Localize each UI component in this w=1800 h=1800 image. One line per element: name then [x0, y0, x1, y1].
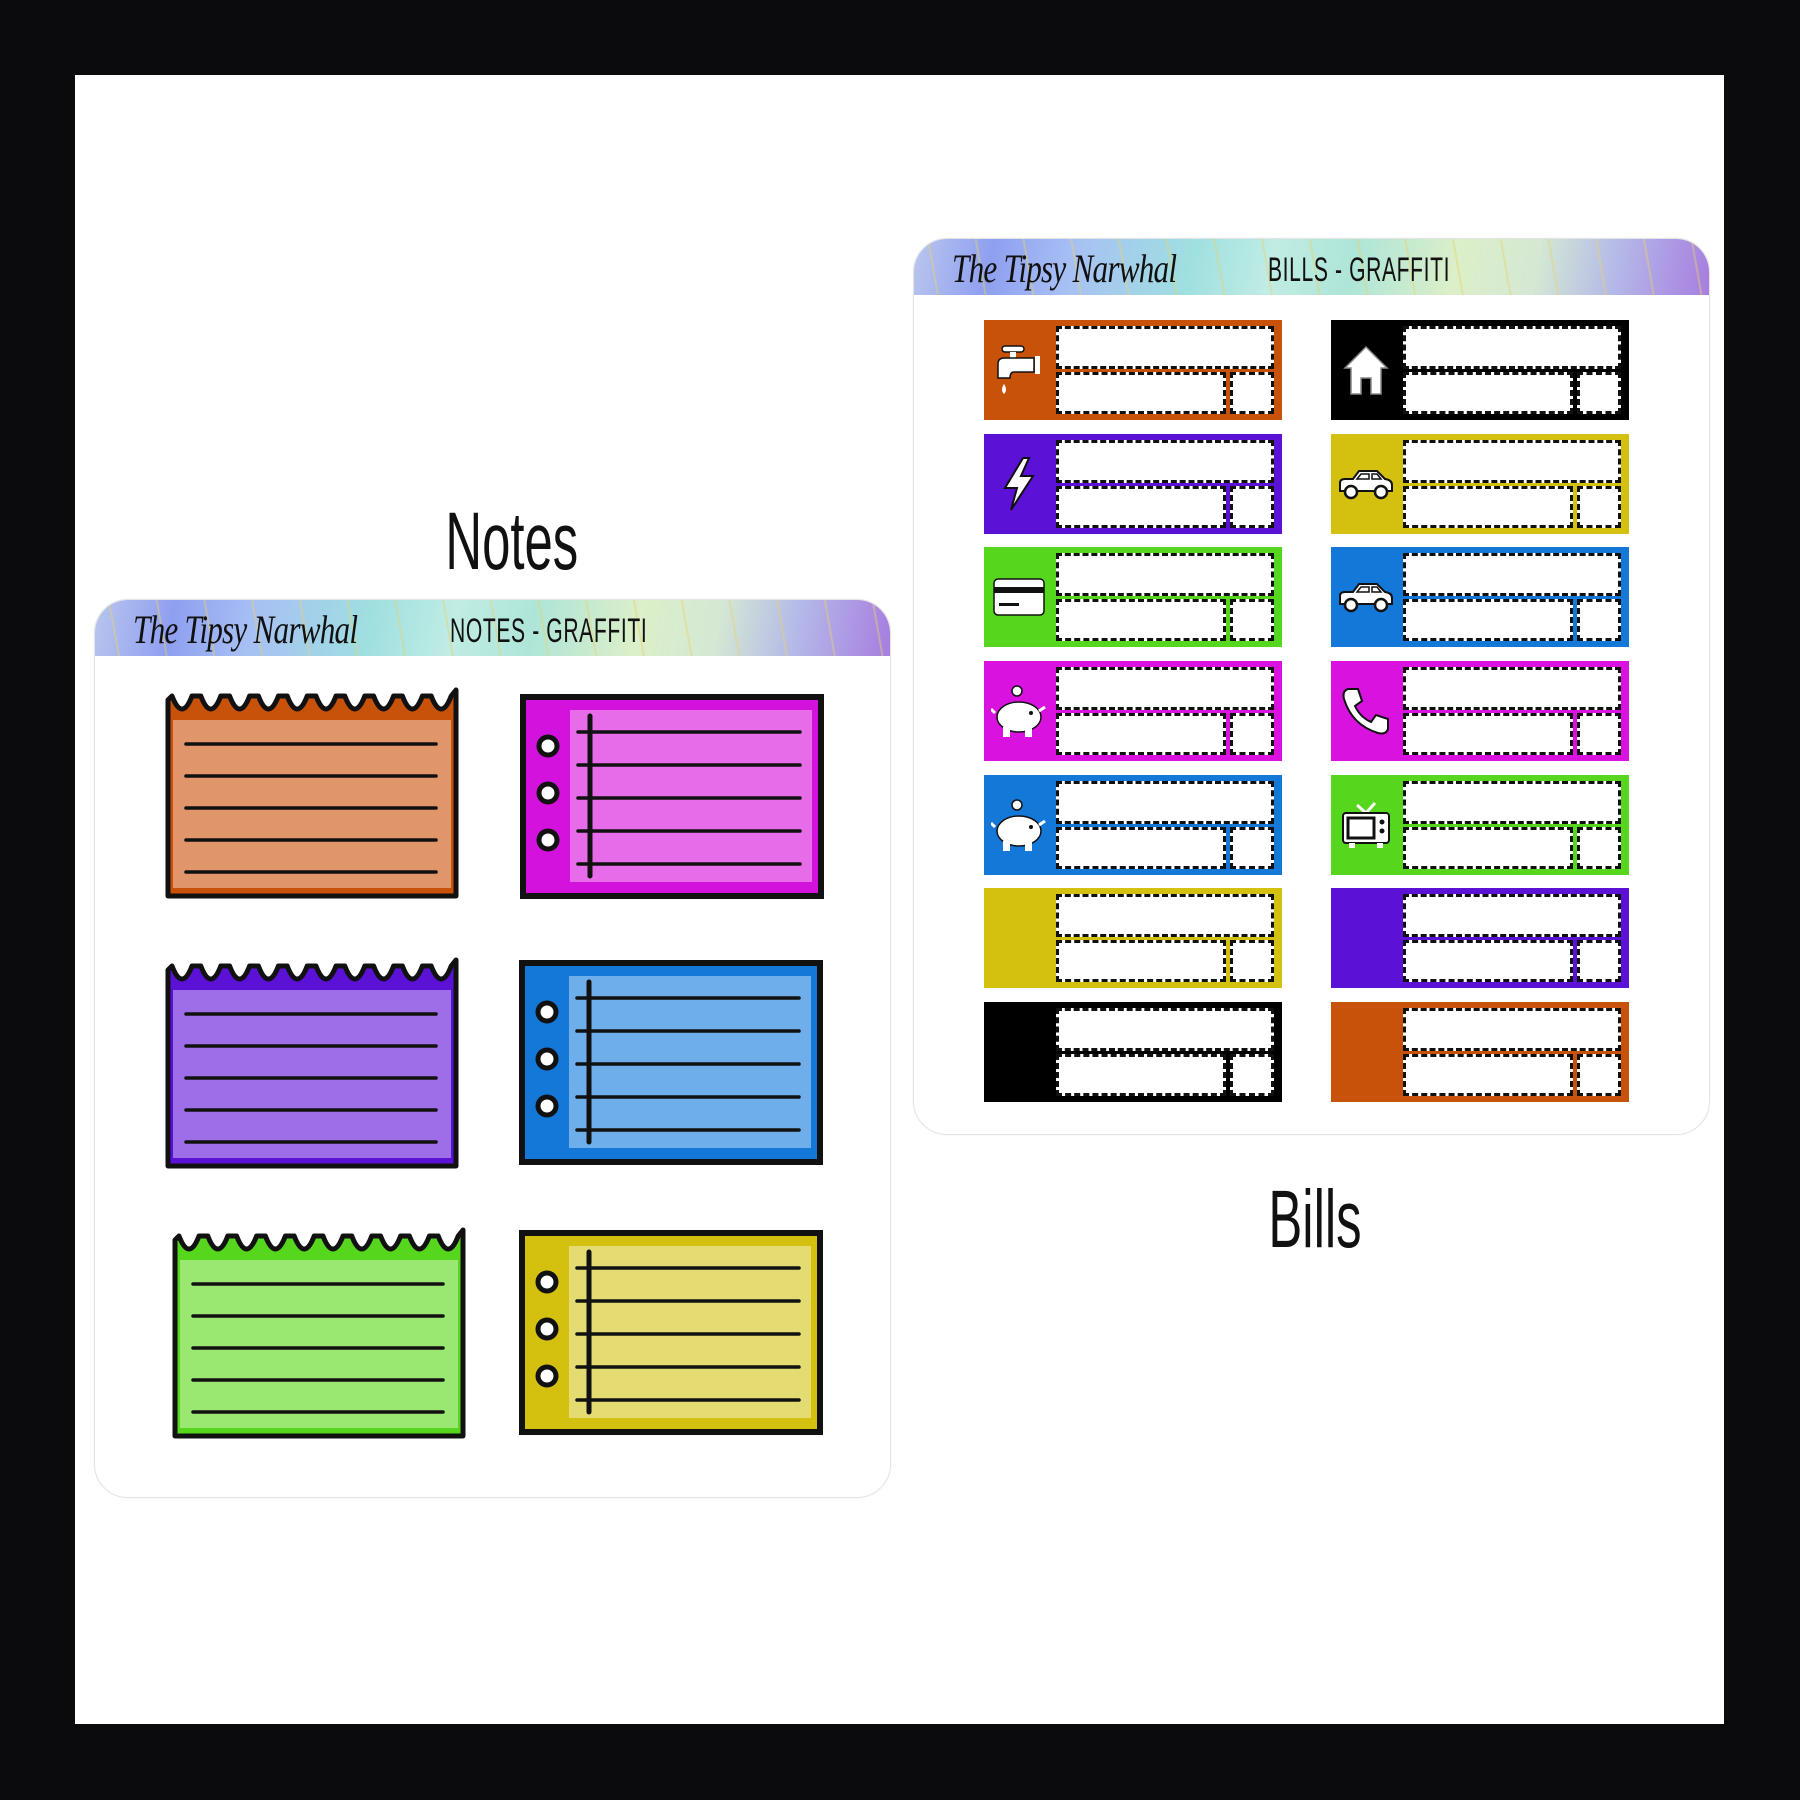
bill-check-box: [1230, 599, 1274, 641]
bill-amount-box: [1056, 599, 1226, 641]
notes-sheet: The Tipsy Narwhal NOTES - GRAFFITI: [94, 599, 891, 1498]
torn-notepad-sticker: [171, 1226, 467, 1445]
bill-amount-box: [1403, 827, 1573, 869]
bill-name-box: [1056, 894, 1274, 937]
bill-check-box: [1230, 372, 1274, 414]
bill-amount-box: [1403, 1054, 1573, 1096]
bill-amount-box: [1056, 372, 1226, 414]
bill-tracker-sticker: [1331, 661, 1629, 761]
bill-check-box: [1577, 1054, 1621, 1096]
notes-caption: Notes: [445, 496, 579, 587]
bill-amount-box: [1403, 713, 1573, 755]
bill-check-box: [1577, 486, 1621, 528]
bill-tracker-sticker: [984, 547, 1282, 647]
lightning-bolt-icon: [990, 454, 1048, 514]
sheet-title: NOTES - GRAFFITI: [450, 612, 648, 650]
bills-caption: Bills: [1268, 1174, 1362, 1265]
bill-tracker-sticker: [984, 1002, 1282, 1102]
bill-check-box: [1577, 713, 1621, 755]
spiral-notebook-sticker: [519, 1230, 823, 1440]
spiral-notebook-sticker: [519, 960, 823, 1170]
bill-name-box: [1056, 1008, 1274, 1051]
bill-check-box: [1577, 599, 1621, 641]
bill-amount-box: [1056, 940, 1226, 982]
blank-icon-area: [1337, 1022, 1395, 1082]
brand-logo: The Tipsy Narwhal: [952, 246, 1177, 291]
car-icon: [1337, 567, 1395, 627]
bill-tracker-sticker: [1331, 434, 1629, 534]
bill-tracker-sticker: [1331, 547, 1629, 647]
bill-amount-box: [1403, 599, 1573, 641]
bill-tracker-sticker: [1331, 888, 1629, 988]
car-icon: [1337, 454, 1395, 514]
tv-icon: [1337, 795, 1395, 855]
bill-check-box: [1577, 372, 1621, 414]
spiral-notebook-sticker: [520, 694, 824, 904]
bill-amount-box: [1403, 486, 1573, 528]
bill-check-box: [1577, 827, 1621, 869]
bill-check-box: [1230, 940, 1274, 982]
piggy-bank-icon: [990, 681, 1048, 741]
bill-amount-box: [1056, 827, 1226, 869]
bill-amount-box: [1403, 372, 1573, 414]
bill-name-box: [1403, 326, 1621, 369]
bill-name-box: [1056, 326, 1274, 369]
sheet-title: BILLS - GRAFFITI: [1268, 251, 1451, 289]
bill-tracker-sticker: [984, 320, 1282, 420]
bill-tracker-sticker: [1331, 1002, 1629, 1102]
blank-icon-area: [990, 908, 1048, 968]
canvas: Notes The Tipsy Narwhal NOTES - GRAFFITI…: [75, 75, 1724, 1724]
water-tap-icon: [990, 340, 1048, 400]
bill-name-box: [1403, 667, 1621, 710]
bill-tracker-sticker: [1331, 320, 1629, 420]
bill-name-box: [1056, 440, 1274, 483]
bill-check-box: [1230, 486, 1274, 528]
blank-icon-area: [1337, 908, 1395, 968]
bill-amount-box: [1056, 1054, 1226, 1096]
credit-card-icon: [990, 567, 1048, 627]
bill-name-box: [1403, 894, 1621, 937]
bill-check-box: [1230, 827, 1274, 869]
bill-name-box: [1403, 781, 1621, 824]
piggy-bank-icon: [990, 795, 1048, 855]
bills-header-banner: The Tipsy Narwhal BILLS - GRAFFITI: [914, 239, 1709, 295]
bill-check-box: [1230, 1054, 1274, 1096]
bill-name-box: [1403, 1008, 1621, 1051]
bill-amount-box: [1056, 713, 1226, 755]
house-icon: [1337, 340, 1395, 400]
brand-logo: The Tipsy Narwhal: [133, 607, 358, 652]
blank-icon-area: [990, 1022, 1048, 1082]
bill-check-box: [1230, 713, 1274, 755]
bill-amount-box: [1403, 940, 1573, 982]
torn-notepad-sticker: [164, 686, 460, 905]
bill-name-box: [1403, 440, 1621, 483]
bill-name-box: [1056, 781, 1274, 824]
bill-name-box: [1056, 667, 1274, 710]
phone-icon: [1337, 681, 1395, 741]
torn-notepad-sticker: [164, 956, 460, 1175]
bill-check-box: [1577, 940, 1621, 982]
bill-tracker-sticker: [984, 888, 1282, 988]
bills-sheet: The Tipsy Narwhal BILLS - GRAFFITI: [913, 238, 1710, 1135]
bill-tracker-sticker: [984, 775, 1282, 875]
bill-tracker-sticker: [1331, 775, 1629, 875]
bill-amount-box: [1056, 486, 1226, 528]
notes-header-banner: The Tipsy Narwhal NOTES - GRAFFITI: [95, 600, 890, 656]
bill-name-box: [1403, 553, 1621, 596]
bill-name-box: [1056, 553, 1274, 596]
bill-tracker-sticker: [984, 434, 1282, 534]
bill-tracker-sticker: [984, 661, 1282, 761]
